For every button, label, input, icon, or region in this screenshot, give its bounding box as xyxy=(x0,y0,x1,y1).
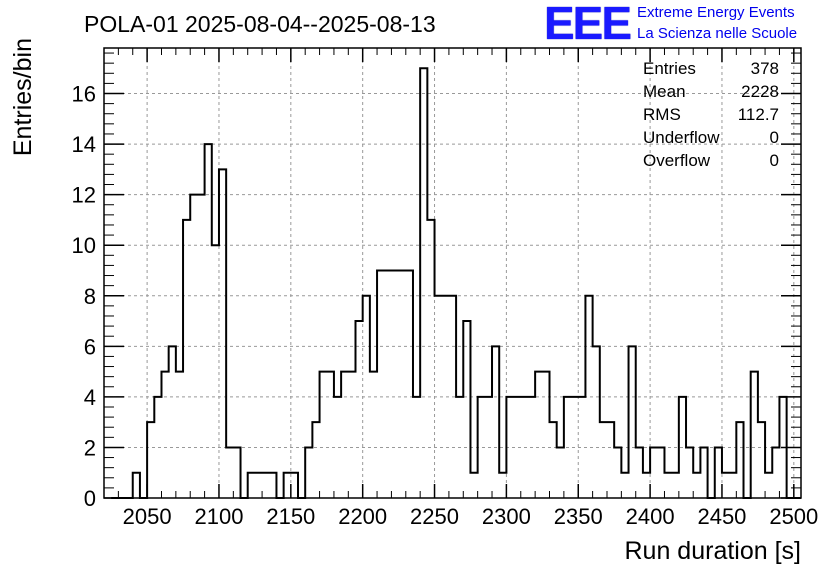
eee-logo-mark: EEE xyxy=(544,0,632,49)
y-axis-label: Entries/bin xyxy=(9,38,37,156)
stat-row-overflow: Overflow 0 xyxy=(643,151,779,174)
stat-value: 378 xyxy=(750,59,779,78)
logo-text-line2: La Scienza nelle Scuole xyxy=(637,25,798,42)
y-tick-label: 0 xyxy=(84,486,96,511)
stat-value: 2228 xyxy=(741,82,779,101)
x-tick-label: 2200 xyxy=(338,504,387,529)
stat-value: 0 xyxy=(769,151,779,170)
stat-label: RMS xyxy=(643,105,681,124)
x-tick-label: 2400 xyxy=(626,504,675,529)
y-tick-label: 12 xyxy=(72,183,96,208)
stat-label: Underflow xyxy=(643,128,720,147)
stat-label: Overflow xyxy=(643,151,711,170)
plot-title: POLA-01 2025-08-04--2025-08-13 xyxy=(84,11,436,37)
y-tick-label: 14 xyxy=(72,132,96,157)
y-tick-label: 16 xyxy=(72,82,96,107)
x-tick-label: 2100 xyxy=(194,504,243,529)
x-tick-label: 2500 xyxy=(769,504,818,529)
y-tick-label: 6 xyxy=(84,334,96,359)
y-tick-label: 8 xyxy=(84,284,96,309)
stat-row-entries: Entries 378 xyxy=(643,59,779,82)
stat-value: 0 xyxy=(769,128,779,147)
x-tick-label: 2300 xyxy=(482,504,531,529)
axis-ticks xyxy=(104,48,801,499)
stat-value: 112.7 xyxy=(737,105,779,124)
x-tick-label: 2150 xyxy=(266,504,315,529)
x-tick-label: 2250 xyxy=(410,504,459,529)
plot-frame xyxy=(103,47,802,499)
x-tick-label: 2050 xyxy=(123,504,172,529)
y-tick-label: 4 xyxy=(84,385,96,410)
stat-row-mean: Mean 2228 xyxy=(643,82,779,105)
eee-logo: EEE Extreme Energy Events La Scienza nel… xyxy=(544,0,834,49)
stat-label: Mean xyxy=(643,82,686,101)
stat-label: Entries xyxy=(643,59,696,78)
tick-labels: 2050 2100 2150 2200 2250 2300 2350 2400 2450 2500… xyxy=(72,82,819,529)
x-tick-label: 2450 xyxy=(697,504,746,529)
y-tick-label: 10 xyxy=(72,233,96,258)
stat-row-rms: RMS 112.7 xyxy=(643,105,779,128)
stat-row-underflow: Underflow 0 xyxy=(643,128,779,151)
x-tick-label: 2350 xyxy=(554,504,603,529)
stats-box: Entries 378 Mean 2228 RMS 112.7 Underflow 0 Over… xyxy=(643,59,779,174)
logo-text-line1: Extreme Energy Events xyxy=(637,4,795,21)
x-axis-label: Run duration [s] xyxy=(625,537,802,565)
y-tick-label: 2 xyxy=(84,435,96,460)
histogram-outline xyxy=(111,67,801,499)
